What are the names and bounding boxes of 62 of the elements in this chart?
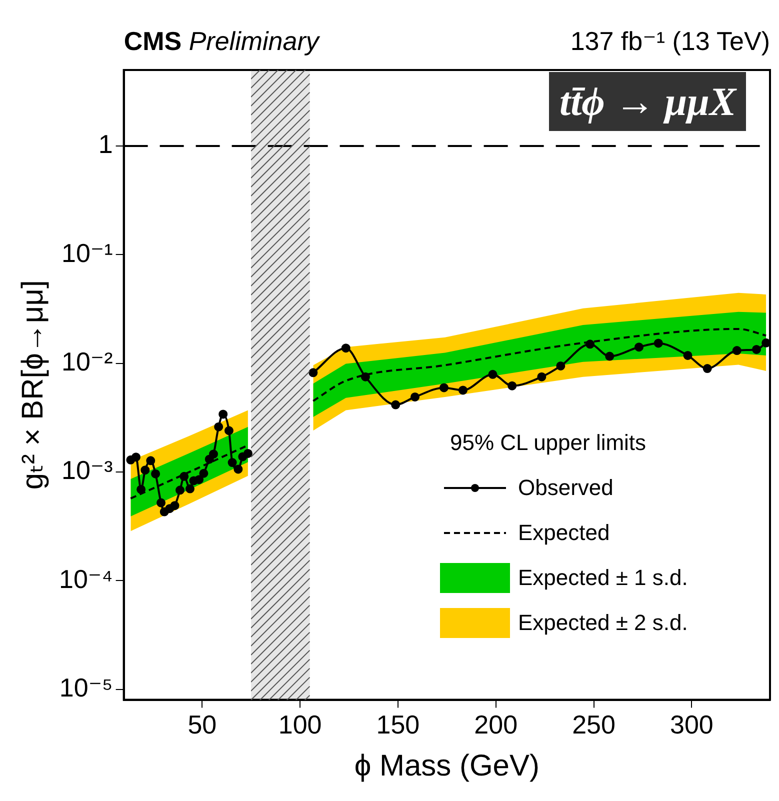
label-box: tt̄ϕ → μμX bbox=[549, 72, 746, 131]
point bbox=[234, 464, 243, 474]
point bbox=[224, 426, 234, 436]
legend-title: 95% CL upper limits bbox=[450, 430, 648, 456]
point bbox=[537, 372, 546, 382]
y-tick-label: 1 bbox=[98, 129, 113, 160]
point bbox=[654, 338, 663, 348]
point bbox=[439, 383, 448, 392]
point bbox=[218, 410, 228, 419]
point bbox=[391, 400, 400, 410]
x-tick-label: 100 bbox=[278, 710, 322, 740]
point bbox=[488, 370, 498, 379]
point bbox=[131, 452, 140, 462]
y-tick-label: 10⁻² bbox=[62, 346, 114, 376]
point bbox=[762, 338, 770, 348]
point bbox=[508, 381, 517, 390]
point bbox=[458, 386, 468, 395]
point bbox=[209, 450, 218, 459]
point bbox=[140, 466, 150, 475]
point bbox=[194, 475, 204, 484]
point bbox=[170, 501, 180, 510]
y-axis-title: gₜ² × BR[ϕ→μμ] bbox=[16, 280, 50, 490]
legend-label: Observed bbox=[518, 475, 614, 502]
point bbox=[146, 456, 156, 466]
legend-label: Expected ± 2 s.d. bbox=[518, 610, 688, 636]
y-tick-label: 10⁻¹ bbox=[62, 238, 114, 268]
chart-subtitle: Preliminary bbox=[188, 26, 319, 56]
legend-label: Expected ± 1 s.d. bbox=[518, 565, 688, 592]
point bbox=[732, 346, 742, 356]
x-tick-label: 250 bbox=[572, 710, 616, 740]
y-tick-label: 10⁻⁵ bbox=[59, 672, 113, 702]
point bbox=[243, 448, 252, 458]
x-axis-title: ϕ Mass (GeV) bbox=[354, 749, 540, 782]
point bbox=[136, 484, 146, 494]
text: 137 fb⁻¹ (13 TeV) bbox=[570, 26, 770, 57]
point bbox=[214, 422, 224, 432]
point bbox=[151, 469, 160, 478]
point bbox=[586, 340, 595, 349]
y-tick-label: 10⁻³ bbox=[62, 455, 114, 486]
point bbox=[180, 472, 189, 481]
point bbox=[410, 392, 420, 402]
point bbox=[556, 361, 566, 370]
point bbox=[702, 364, 712, 374]
point bbox=[752, 344, 761, 354]
point bbox=[308, 368, 318, 378]
x-tick-label: 50 bbox=[188, 710, 217, 740]
x-tick-label: 150 bbox=[376, 710, 420, 740]
point bbox=[341, 344, 350, 353]
point bbox=[199, 468, 208, 478]
x-tick-label: 300 bbox=[670, 710, 714, 740]
point bbox=[176, 486, 185, 495]
point bbox=[605, 352, 614, 361]
x-tick-label: 200 bbox=[474, 710, 518, 740]
legend-label: Expected bbox=[518, 520, 610, 546]
point bbox=[683, 350, 692, 360]
point bbox=[228, 458, 237, 468]
y-tick-label: 10⁻⁴ bbox=[58, 564, 113, 594]
chart-title: CMS bbox=[124, 26, 182, 56]
point bbox=[186, 484, 194, 494]
point bbox=[360, 372, 370, 382]
point bbox=[156, 498, 166, 508]
point bbox=[634, 342, 644, 352]
